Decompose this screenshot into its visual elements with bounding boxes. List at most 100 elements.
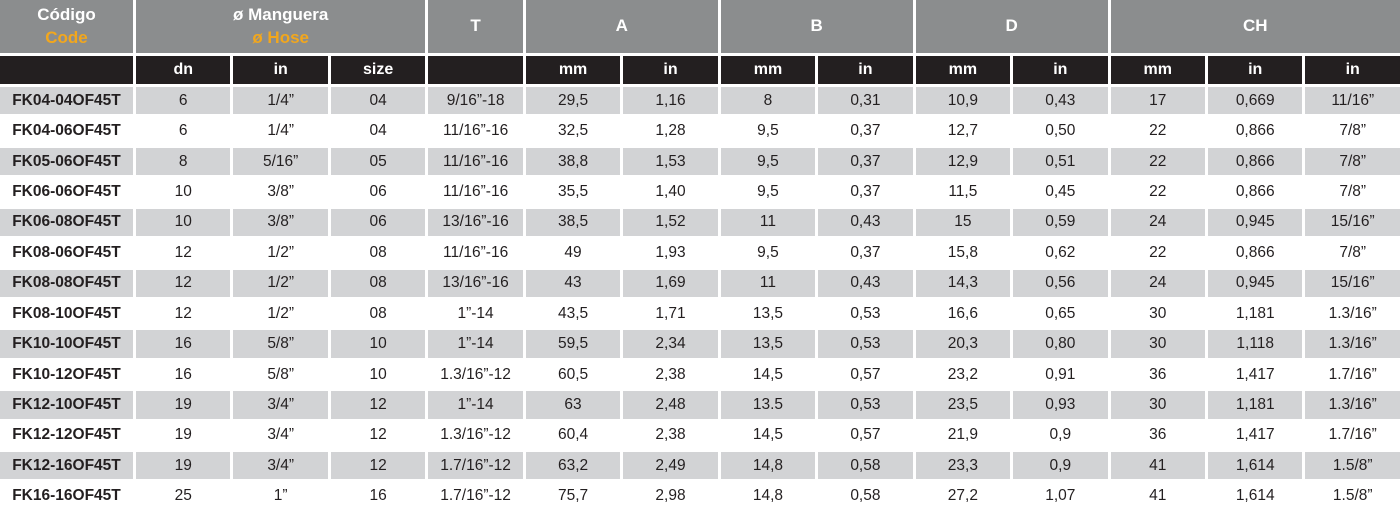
table-row: FK06-08OF45T 10 3/8” 06 13/16”-16 38,5 1,52 11 0… <box>0 208 1400 237</box>
value-cell: 12 <box>330 421 426 450</box>
value-cell: 0,9 <box>1013 452 1108 480</box>
value-cell: 36 <box>1110 421 1205 450</box>
value-cell: 14,8 <box>720 482 816 510</box>
value-cell: 0,43 <box>818 269 913 297</box>
table-row: FK12-16OF45T 19 3/4” 12 1.7/16”-12 63,2 2,49 14… <box>0 452 1400 480</box>
code-cell: FK08-10OF45T <box>0 299 133 328</box>
value-cell: 1,28 <box>623 117 718 145</box>
unit-header-mm-11: mm <box>1110 56 1205 84</box>
group-sublabel: ø Hose <box>252 27 310 47</box>
value-cell: 1.3/16”-12 <box>428 360 523 389</box>
value-cell: 19 <box>136 452 231 480</box>
value-cell: 1,181 <box>1207 299 1303 328</box>
group-label: D <box>1005 16 1018 36</box>
value-cell: 13/16”-16 <box>428 269 523 297</box>
value-cell: 0,58 <box>818 482 913 510</box>
value-cell: 63 <box>525 391 621 419</box>
value-cell: 1,417 <box>1207 360 1303 389</box>
value-cell: 15 <box>915 208 1011 237</box>
value-cell: 11/16”-16 <box>428 178 523 206</box>
value-cell: 1”-14 <box>428 330 523 358</box>
value-cell: 06 <box>330 208 426 237</box>
value-cell: 15/16” <box>1305 208 1400 237</box>
code-cell: FK04-04OF45T <box>0 87 133 115</box>
value-cell: 10 <box>136 208 231 237</box>
value-cell: 22 <box>1110 147 1205 176</box>
group-header-t: T <box>428 0 523 53</box>
value-cell: 0,57 <box>818 421 913 450</box>
code-cell: FK12-12OF45T <box>0 421 133 450</box>
value-cell: 1,118 <box>1207 330 1303 358</box>
value-cell: 14,8 <box>720 452 816 480</box>
value-cell: 1,52 <box>623 208 718 237</box>
value-cell: 14,3 <box>915 269 1011 297</box>
value-cell: 41 <box>1110 452 1205 480</box>
code-cell: FK04-06OF45T <box>0 117 133 145</box>
value-cell: 5/8” <box>233 360 328 389</box>
value-cell: 0,62 <box>1013 239 1108 267</box>
value-cell: 0,9 <box>1013 421 1108 450</box>
value-cell: 11 <box>720 208 816 237</box>
value-cell: 11 <box>720 269 816 297</box>
group-header-ch: CH <box>1110 0 1400 53</box>
value-cell: 12,7 <box>915 117 1011 145</box>
value-cell: 11/16”-16 <box>428 147 523 176</box>
table-row: FK04-06OF45T 6 1/4” 04 11/16”-16 32,5 1,28 9,5 0… <box>0 117 1400 145</box>
value-cell: 1/4” <box>233 87 328 115</box>
table-row: FK10-12OF45T 16 5/8” 10 1.3/16”-12 60,5 2,38 14… <box>0 360 1400 389</box>
value-cell: 3/4” <box>233 452 328 480</box>
value-cell: 1,40 <box>623 178 718 206</box>
table-body: FK04-04OF45T 6 1/4” 04 9/16”-18 29,5 1,16 8 0,31… <box>0 87 1400 510</box>
unit-header-in-13: in <box>1305 56 1400 84</box>
unit-header-size-3: size <box>330 56 426 84</box>
table-row: FK06-06OF45T 10 3/8” 06 11/16”-16 35,5 1,40 9,5… <box>0 178 1400 206</box>
unit-header-blank-0 <box>0 56 133 84</box>
value-cell: 0,43 <box>818 208 913 237</box>
value-cell: 32,5 <box>525 117 621 145</box>
value-cell: 1/4” <box>233 117 328 145</box>
value-cell: 30 <box>1110 330 1205 358</box>
value-cell: 2,34 <box>623 330 718 358</box>
value-cell: 15/16” <box>1305 269 1400 297</box>
value-cell: 5/16” <box>233 147 328 176</box>
value-cell: 2,49 <box>623 452 718 480</box>
table-row: FK10-10OF45T 16 5/8” 10 1”-14 59,5 2,34 13,5 0,5… <box>0 330 1400 358</box>
value-cell: 0,31 <box>818 87 913 115</box>
value-cell: 0,37 <box>818 178 913 206</box>
value-cell: 0,945 <box>1207 208 1303 237</box>
unit-header-mm-5: mm <box>525 56 621 84</box>
value-cell: 0,43 <box>1013 87 1108 115</box>
value-cell: 2,38 <box>623 421 718 450</box>
value-cell: 7/8” <box>1305 178 1400 206</box>
value-cell: 43,5 <box>525 299 621 328</box>
value-cell: 1.3/16”-12 <box>428 421 523 450</box>
code-cell: FK12-10OF45T <box>0 391 133 419</box>
value-cell: 13,5 <box>720 330 816 358</box>
value-cell: 1.7/16”-12 <box>428 482 523 510</box>
value-cell: 1” <box>233 482 328 510</box>
value-cell: 1,53 <box>623 147 718 176</box>
group-label: ø Manguera <box>232 4 329 24</box>
value-cell: 25 <box>136 482 231 510</box>
table-row: FK08-06OF45T 12 1/2” 08 11/16”-16 49 1,93 9,5 0,… <box>0 239 1400 267</box>
value-cell: 16,6 <box>915 299 1011 328</box>
value-cell: 0,866 <box>1207 178 1303 206</box>
value-cell: 10 <box>330 330 426 358</box>
value-cell: 1.3/16” <box>1305 299 1400 328</box>
code-cell: FK05-06OF45T <box>0 147 133 176</box>
unit-header-in-6: in <box>623 56 718 84</box>
value-cell: 0,57 <box>818 360 913 389</box>
value-cell: 29,5 <box>525 87 621 115</box>
value-cell: 16 <box>136 360 231 389</box>
value-cell: 1/2” <box>233 299 328 328</box>
group-label: CH <box>1242 16 1268 36</box>
value-cell: 60,4 <box>525 421 621 450</box>
group-header-d: D <box>915 0 1108 53</box>
value-cell: 1”-14 <box>428 299 523 328</box>
value-cell: 11/16” <box>1305 87 1400 115</box>
value-cell: 9/16”-18 <box>428 87 523 115</box>
value-cell: 0,669 <box>1207 87 1303 115</box>
value-cell: 22 <box>1110 178 1205 206</box>
value-cell: 3/8” <box>233 208 328 237</box>
value-cell: 0,53 <box>818 391 913 419</box>
